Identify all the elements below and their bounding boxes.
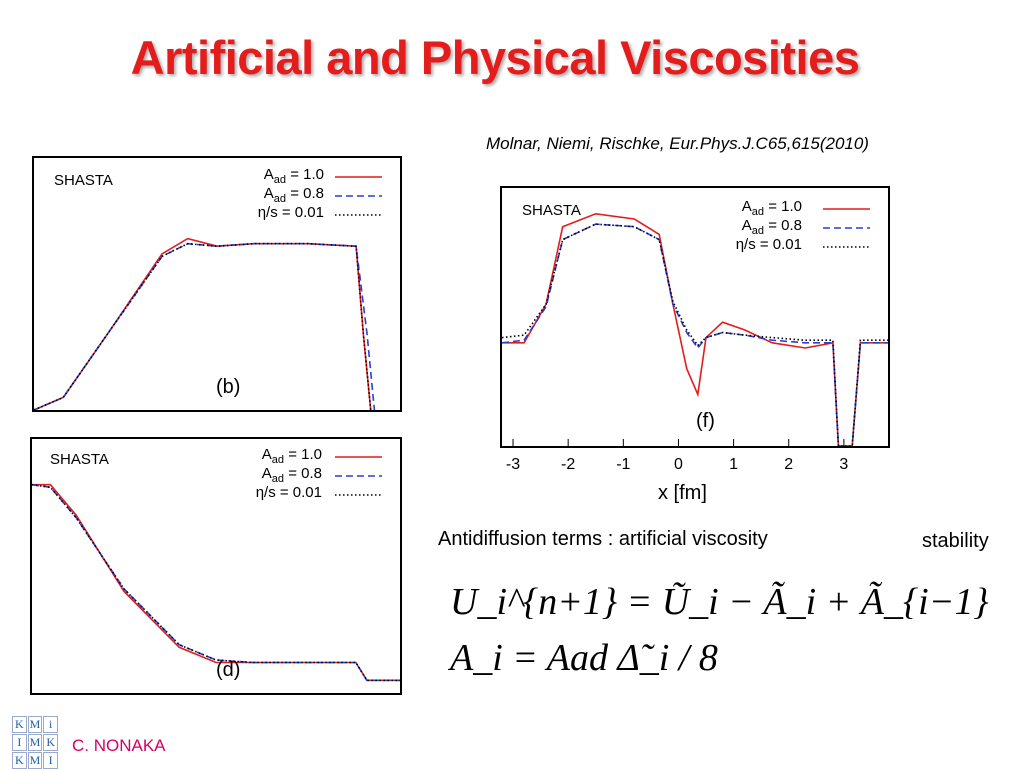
plot-b-legend-2: Aad = 0.8 bbox=[263, 185, 324, 205]
plot-f-tick-label: 1 bbox=[729, 456, 739, 473]
plot-f-tag: (f) bbox=[696, 410, 715, 432]
logo-letter: K bbox=[43, 734, 58, 751]
logo-letter: I bbox=[43, 752, 58, 769]
plot-f-svg bbox=[502, 208, 888, 446]
plot-d-svg bbox=[32, 456, 400, 682]
logo-letter: M bbox=[27, 734, 43, 751]
plot-d-tag: (d) bbox=[216, 659, 241, 681]
plot-f-tick-label: -2 bbox=[561, 456, 576, 473]
plot-panel-b: SHASTA Aad = 1.0 Aad = 0.8 η/s = 0.01 (b… bbox=[32, 156, 402, 412]
plot-d-series-1 bbox=[32, 483, 400, 682]
antidiffusion-note: Antidiffusion terms : artificial viscosi… bbox=[438, 528, 768, 550]
citation: Molnar, Niemi, Rischke, Eur.Phys.J.C65,6… bbox=[486, 134, 869, 153]
plot-d-legend-3: η/s = 0.01 bbox=[255, 484, 322, 501]
plot-f-tick-label: -3 bbox=[505, 456, 521, 473]
plot-d-series-2 bbox=[32, 483, 400, 682]
plot-d-legend-2: Aad = 0.8 bbox=[261, 465, 322, 485]
plot-b-tag: (b) bbox=[216, 376, 241, 398]
plot-f-series-2 bbox=[502, 223, 888, 446]
plot-f-legend-1: Aad = 1.0 bbox=[741, 198, 802, 218]
plot-f-legend-3: η/s = 0.01 bbox=[735, 236, 802, 253]
logo-letter: i bbox=[43, 716, 58, 733]
slide-title: Artificial and Physical Viscosities bbox=[130, 31, 860, 84]
plot-f-legend-2: Aad = 0.8 bbox=[741, 217, 802, 237]
plot-b-svg bbox=[34, 176, 382, 410]
formula-update: U_i^{n+1} = Ũ_i − Ã_i + Ã_{i−1} bbox=[450, 581, 989, 623]
plot-b-legend-1: Aad = 1.0 bbox=[263, 166, 324, 186]
plot-f-tick-label: -1 bbox=[616, 456, 631, 473]
plot-b-method: SHASTA bbox=[54, 172, 113, 189]
plot-b-series-3 bbox=[34, 242, 372, 410]
logo-letter: M bbox=[27, 716, 43, 733]
logo-letter: I bbox=[12, 734, 27, 751]
plot-b-series-1 bbox=[34, 237, 372, 410]
plot-f-tick-label: 3 bbox=[839, 456, 849, 473]
plot-b-legend-3: η/s = 0.01 bbox=[257, 204, 324, 221]
plot-f-series-3 bbox=[502, 223, 888, 446]
plot-panel-d: SHASTA Aad = 1.0 Aad = 0.8 η/s = 0.01 (d… bbox=[30, 437, 402, 695]
logo-letter: K bbox=[12, 716, 27, 733]
author-name: C. NONAKA bbox=[72, 736, 166, 755]
logo-letter: M bbox=[27, 752, 43, 769]
plot-d-legend-1: Aad = 1.0 bbox=[261, 446, 322, 466]
plot-f-method: SHASTA bbox=[522, 202, 581, 219]
plot-d-method: SHASTA bbox=[50, 451, 109, 468]
plot-b-series-2 bbox=[34, 242, 376, 410]
plot-f-tick-label: 0 bbox=[674, 456, 683, 473]
formula-antidiffusion-flux: A_i = Aad Δ̃_i / 8 bbox=[450, 637, 718, 679]
stability-note: stability bbox=[922, 530, 989, 552]
plot-f-xlabel: x [fm] bbox=[658, 482, 707, 504]
plot-panel-f: SHASTA Aad = 1.0 Aad = 0.8 η/s = 0.01 (f… bbox=[500, 186, 890, 448]
plot-d-series-3 bbox=[32, 483, 400, 682]
plot-f-tick-label: 2 bbox=[784, 456, 794, 473]
logo-letter: K bbox=[12, 752, 27, 769]
